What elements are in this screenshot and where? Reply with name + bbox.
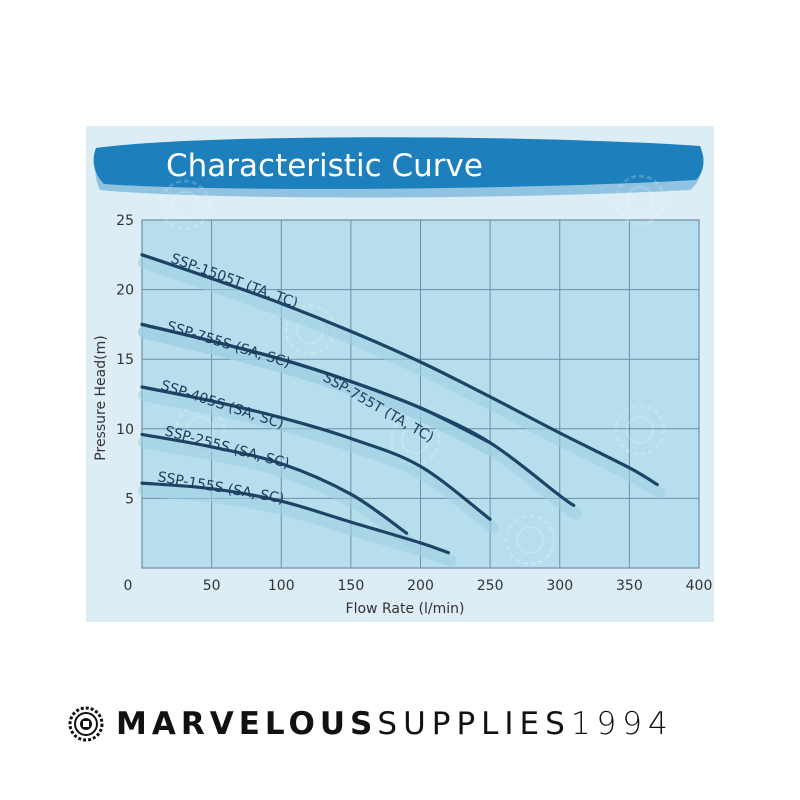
curve-band-5 — [138, 485, 457, 567]
x-tick-label-1: 50 — [203, 578, 221, 594]
y-tick-label-2: 15 — [116, 352, 134, 368]
brand-footer: MARVELOUS SUPPLIES 1994 — [68, 704, 748, 744]
y-tick-label-4: 25 — [116, 213, 134, 229]
curve-band-2 — [138, 326, 499, 457]
brand-name-light: SUPPLIES — [377, 706, 571, 742]
series-curve-4 — [140, 432, 409, 535]
brand-name-bold: MARVELOUS — [116, 706, 378, 742]
x-tick-label-3: 150 — [338, 578, 365, 594]
brand-year: 1994 — [570, 706, 674, 742]
x-tick-labels: 0 50 100 150 200 250 300 350 400 — [124, 578, 713, 594]
series-curve-3 — [140, 385, 492, 521]
series-curve-2 — [140, 322, 492, 445]
performance-curves — [140, 253, 659, 555]
series-curve-5 — [140, 481, 450, 555]
x-tick-label-6: 300 — [546, 578, 573, 594]
chart-title: Characteristic Curve — [166, 148, 483, 184]
y-tick-labels: 5 10 15 20 25 — [116, 213, 134, 507]
x-axis-title: Flow Rate (l/min) — [346, 601, 465, 617]
x-tick-label-5: 250 — [477, 578, 504, 594]
curve-shading — [138, 256, 666, 567]
watermark-logo-icon — [159, 179, 211, 231]
x-tick-label-8: 400 — [686, 578, 713, 594]
series-curve-0 — [140, 253, 659, 487]
curve-band-4 — [138, 436, 415, 548]
x-tick-label-7: 350 — [616, 578, 643, 594]
watermark-logo-icon — [504, 514, 556, 566]
curve-band-3 — [138, 389, 499, 534]
watermark-logo-icon — [614, 404, 666, 456]
title-banner-shape — [93, 137, 704, 189]
y-axis-title: Pressure Head(m) — [93, 335, 109, 460]
title-banner: Characteristic Curve — [93, 137, 704, 198]
y-tick-label-0: 5 — [125, 491, 134, 507]
x-tick-label-0: 0 — [124, 578, 133, 594]
gear-logo-icon — [68, 706, 104, 742]
watermark-logo-icon — [614, 174, 666, 226]
x-tick-label-4: 200 — [407, 578, 434, 594]
watermark-layer — [159, 174, 666, 566]
y-tick-label-1: 10 — [116, 422, 134, 438]
y-tick-label-3: 20 — [116, 283, 134, 299]
x-tick-label-2: 100 — [268, 578, 295, 594]
curve-band-0 — [138, 256, 666, 499]
